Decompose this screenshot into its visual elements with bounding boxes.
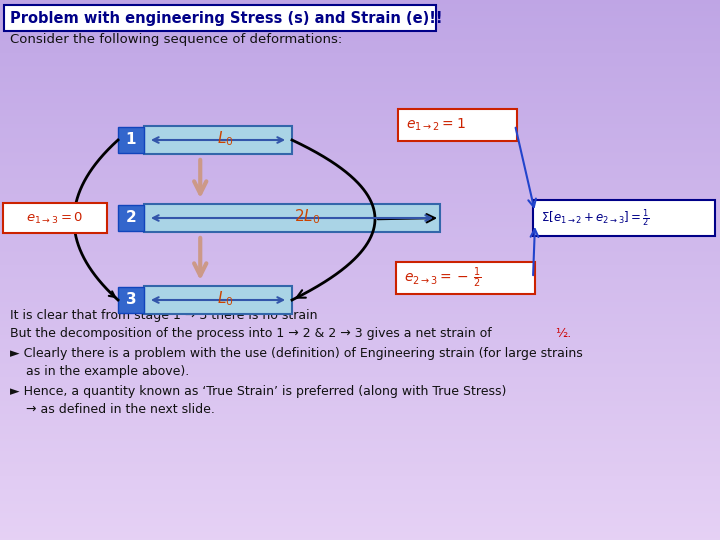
Text: $e_{1\rightarrow 3} = 0$: $e_{1\rightarrow 3} = 0$: [26, 211, 84, 226]
FancyBboxPatch shape: [4, 5, 436, 31]
Text: Problem with engineering Stress (s) and Strain (e)!!: Problem with engineering Stress (s) and …: [10, 10, 443, 25]
FancyBboxPatch shape: [533, 200, 715, 236]
Text: ► Hence, a quantity known as ‘True Strain’ is preferred (along with True Stress): ► Hence, a quantity known as ‘True Strai…: [10, 385, 506, 398]
FancyBboxPatch shape: [396, 262, 535, 294]
Text: 2: 2: [125, 211, 136, 226]
FancyBboxPatch shape: [144, 286, 292, 314]
Text: It is clear that from stage 1 → 3 there is no strain: It is clear that from stage 1 → 3 there …: [10, 309, 318, 322]
Text: $2L_0$: $2L_0$: [294, 208, 320, 226]
Text: But the decomposition of the process into 1 → 2 & 2 → 3 gives a net strain of: But the decomposition of the process int…: [10, 327, 496, 340]
FancyBboxPatch shape: [3, 203, 107, 233]
Text: $L_0$: $L_0$: [217, 130, 234, 148]
FancyBboxPatch shape: [144, 204, 440, 232]
Text: as in the example above).: as in the example above).: [26, 365, 189, 378]
Text: $L_0$: $L_0$: [217, 289, 234, 308]
FancyBboxPatch shape: [118, 127, 144, 153]
Text: $e_{2\rightarrow 3} = - \,\frac{1}{2}$: $e_{2\rightarrow 3} = - \,\frac{1}{2}$: [404, 266, 482, 290]
Text: ½.: ½.: [555, 327, 571, 340]
Text: 1: 1: [126, 132, 136, 147]
Text: → as defined in the next slide.: → as defined in the next slide.: [26, 403, 215, 416]
Text: Consider the following sequence of deformations:: Consider the following sequence of defor…: [10, 33, 342, 46]
Text: 3: 3: [126, 293, 136, 307]
FancyBboxPatch shape: [144, 126, 292, 154]
Text: ► Clearly there is a problem with the use (definition) of Engineering strain (fo: ► Clearly there is a problem with the us…: [10, 347, 582, 360]
Text: $\Sigma[e_{1\rightarrow 2}+e_{2\rightarrow 3}] = \frac{1}{2}$: $\Sigma[e_{1\rightarrow 2}+e_{2\rightarr…: [541, 207, 650, 229]
FancyBboxPatch shape: [118, 287, 144, 313]
FancyBboxPatch shape: [118, 205, 144, 231]
FancyBboxPatch shape: [398, 109, 517, 141]
Text: $e_{1\rightarrow 2} = 1$: $e_{1\rightarrow 2} = 1$: [406, 117, 466, 133]
